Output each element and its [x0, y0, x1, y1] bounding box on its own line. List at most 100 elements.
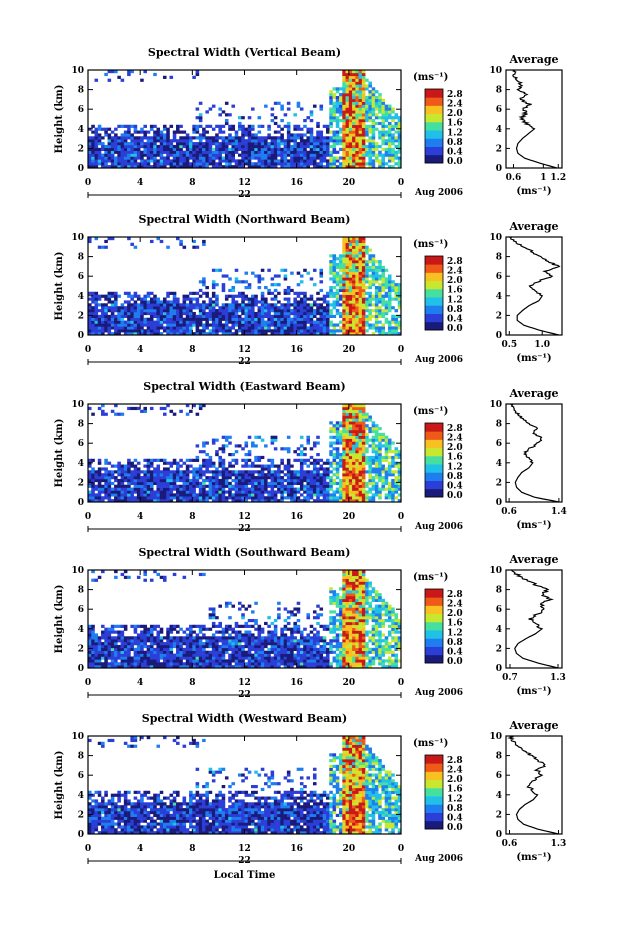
heatmap-cell	[358, 251, 363, 255]
heatmap-cell	[352, 441, 356, 445]
heatmap-cell	[231, 165, 236, 169]
heatmap-cell	[270, 484, 275, 488]
heatmap-cell	[114, 147, 118, 151]
heatmap-cell	[352, 280, 356, 284]
heatmap-cell	[342, 478, 346, 483]
heatmap-cell	[391, 470, 395, 474]
heatmap-cell	[114, 496, 118, 500]
heatmap-cell	[391, 136, 395, 140]
y-tick-label: 10	[71, 233, 84, 243]
heatmap-cell	[335, 150, 340, 154]
heatmap-cell	[182, 306, 187, 310]
heatmap-cell	[283, 320, 288, 324]
heatmap-cell	[202, 150, 206, 154]
heatmap-cell	[104, 309, 108, 313]
heatmap-cell	[352, 499, 356, 503]
heatmap-cell	[169, 144, 174, 149]
heatmap-cell	[273, 476, 278, 480]
heatmap-cell	[397, 481, 402, 485]
heatmap-cell	[156, 147, 161, 151]
heatmap-cell	[270, 473, 275, 477]
heatmap-cell	[365, 329, 369, 333]
heatmap-cell	[397, 291, 402, 295]
heatmap-cell	[361, 239, 366, 244]
heatmap-cell	[94, 329, 99, 333]
heatmap-cell	[101, 311, 105, 316]
heatmap-cell	[358, 309, 363, 313]
heatmap-cell	[384, 104, 389, 108]
heatmap-cell	[384, 142, 389, 146]
heatmap-cell	[136, 329, 141, 333]
heatmap-cell	[387, 484, 392, 488]
heatmap-cell	[159, 136, 164, 140]
heatmap-cell	[156, 139, 161, 143]
heatmap-cell	[335, 487, 340, 491]
heatmap-cell	[286, 332, 291, 336]
heatmap-cell	[361, 262, 366, 267]
heatmap-cell	[342, 144, 346, 149]
heatmap-cell	[101, 636, 105, 640]
heatmap-cell	[332, 265, 337, 269]
heatmap-cell	[332, 142, 337, 146]
heatmap-cell	[361, 404, 366, 408]
heatmap-cell	[387, 444, 392, 448]
heatmap-cell	[286, 476, 291, 480]
heatmap-cell	[355, 409, 359, 413]
heatmap-cell	[172, 162, 177, 166]
heatmap-cell	[244, 490, 249, 494]
heatmap-cell	[211, 147, 216, 151]
heatmap-cell	[247, 303, 252, 307]
heatmap-cell	[211, 487, 216, 491]
heatmap-cell	[159, 150, 164, 154]
heatmap-cell	[339, 142, 343, 146]
heatmap-cell	[172, 476, 177, 480]
heatmap-cell	[374, 121, 379, 126]
heatmap-cell	[365, 260, 369, 264]
heatmap-cell	[110, 317, 115, 321]
heatmap-cell	[345, 294, 350, 298]
heatmap-cell	[352, 277, 356, 281]
heatmap-cell	[361, 429, 366, 434]
heatmap-cell	[146, 473, 151, 477]
heatmap-cell	[371, 150, 376, 154]
heatmap-cell	[198, 306, 203, 310]
heatmap-cell	[211, 484, 216, 488]
heatmap-cell	[286, 311, 291, 316]
heatmap-cell	[234, 470, 239, 474]
heatmap-cell	[326, 150, 330, 154]
heatmap-cell	[179, 478, 183, 483]
heatmap-cell	[91, 478, 95, 483]
heatmap-cell	[348, 95, 353, 100]
heatmap-cell	[335, 110, 340, 114]
heatmap-cell	[358, 476, 363, 480]
heatmap-cell	[179, 165, 183, 169]
heatmap-cell	[162, 490, 167, 494]
heatmap-cell	[198, 311, 203, 316]
heatmap-cell	[348, 124, 353, 128]
heatmap-cell	[374, 142, 379, 146]
heatmap-cell	[342, 455, 346, 460]
heatmap-cell	[114, 642, 118, 646]
heatmap-cell	[309, 326, 314, 330]
heatmap-cell	[244, 461, 249, 465]
heatmap-cell	[319, 478, 324, 483]
x-tick-label: 20	[343, 512, 356, 522]
heatmap-cell	[257, 280, 262, 284]
panel-title: Spectral Width (Northward Beam)	[139, 213, 351, 226]
heatmap-cell	[136, 144, 141, 149]
heatmap-cell	[355, 317, 359, 321]
heatmap-cell	[342, 242, 346, 246]
heatmap-cell	[286, 139, 291, 143]
heatmap-cell	[130, 153, 134, 157]
heatmap-cell	[192, 311, 196, 316]
heatmap-cell	[136, 487, 141, 491]
heatmap-cell	[342, 159, 346, 163]
heatmap-cell	[172, 332, 177, 336]
heatmap	[88, 237, 402, 336]
avg-y-tick-label: 6	[496, 105, 502, 115]
heatmap-cell	[397, 314, 402, 318]
heatmap-cell	[319, 499, 324, 503]
heatmap-cell	[215, 311, 219, 316]
heatmap-cell	[280, 314, 284, 318]
heatmap-cell	[254, 136, 258, 140]
